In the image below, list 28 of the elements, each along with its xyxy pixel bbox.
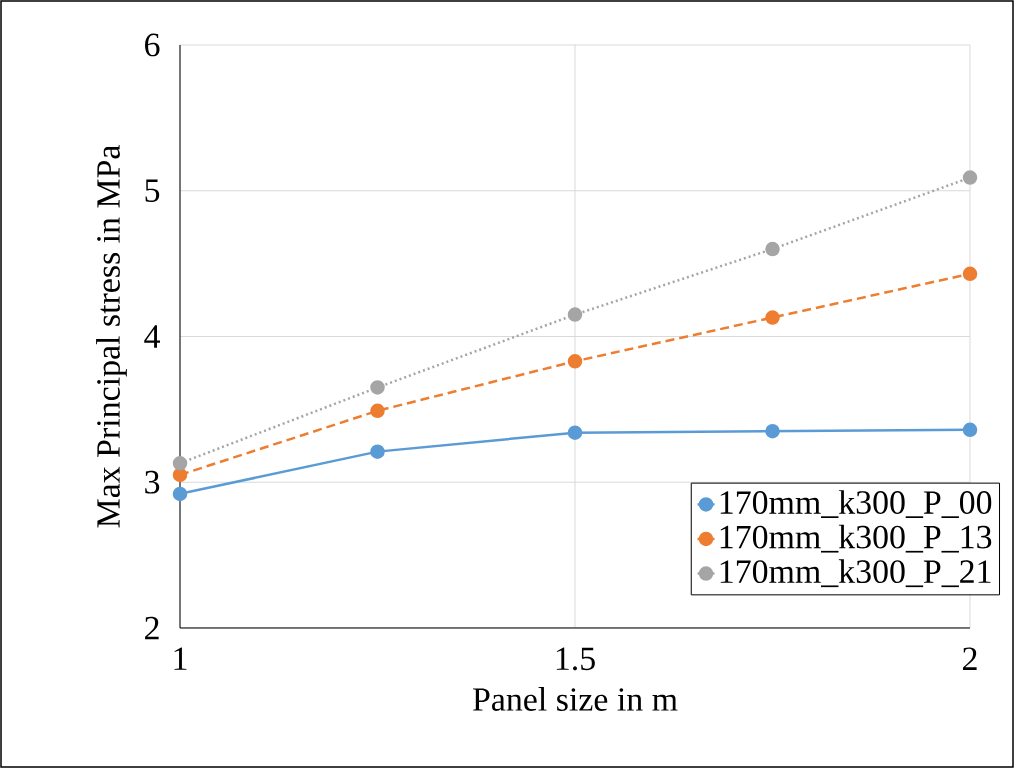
point [765, 241, 780, 257]
point [567, 425, 583, 440]
y-tick-label: 6 [145, 33, 160, 57]
y-tick-label: 2 [145, 616, 159, 640]
point [567, 307, 583, 322]
point [370, 403, 385, 419]
point [962, 170, 978, 185]
y-tick-label: 3 [145, 470, 160, 494]
y-axis-title: Max Principal stress in MPa [96, 145, 127, 528]
point [172, 467, 188, 483]
point [370, 380, 385, 395]
y-tick-label: 5 [145, 179, 160, 202]
point [172, 486, 188, 502]
legend-label: 170mm_k300_P_13 [720, 524, 992, 553]
legend-label: 170mm_k300_P_00 [720, 490, 992, 518]
point [962, 422, 978, 438]
x-tick-label: 1.5 [556, 647, 595, 671]
point [765, 423, 780, 439]
x-tick-label: 1 [174, 647, 187, 670]
legend-label: 170mm_k300_P_21 [720, 559, 991, 588]
y-tick-label: 4 [144, 325, 160, 348]
x-tick-label: 2 [963, 647, 977, 670]
point [370, 444, 385, 459]
point [172, 456, 188, 471]
point [765, 310, 780, 325]
point [962, 266, 978, 282]
x-axis-title: Panel size in m [472, 687, 678, 711]
point [567, 354, 583, 369]
